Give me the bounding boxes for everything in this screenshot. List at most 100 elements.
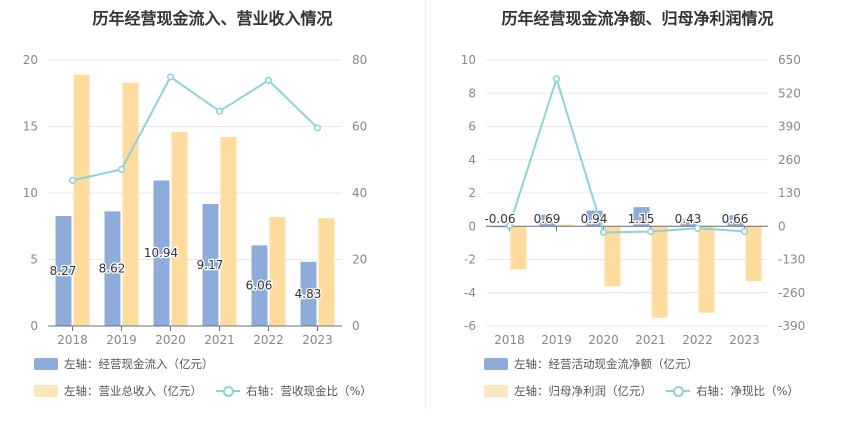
x-tick-label: 2019 bbox=[541, 333, 572, 347]
data-label: 6.06 bbox=[246, 279, 273, 293]
data-label: 8.27 bbox=[50, 264, 77, 278]
y-right-tick-label: -260 bbox=[778, 286, 805, 300]
legend-item-net-profit[interactable]: 左轴：归母净利润（亿元） bbox=[484, 383, 652, 399]
legend-label: 左轴：经营活动现金流净额（亿元） bbox=[514, 357, 698, 371]
legend-line-swatch bbox=[666, 385, 690, 397]
line-point bbox=[599, 228, 608, 236]
y-left-tick-label: -2 bbox=[464, 253, 476, 267]
chart-title: 历年经营现金流入、营业收入情况 bbox=[92, 9, 333, 28]
x-tick-label: 2020 bbox=[155, 333, 186, 347]
legend-label: 右轴：营收现金比（%） bbox=[246, 384, 372, 398]
bar bbox=[55, 216, 72, 326]
bar bbox=[153, 180, 170, 326]
line-point bbox=[646, 228, 655, 236]
series-line bbox=[508, 75, 745, 234]
y-left-tick-label: 5 bbox=[30, 253, 38, 267]
bar bbox=[220, 137, 237, 326]
x-tick-label: 2022 bbox=[682, 333, 713, 347]
y-left-tick-label: 20 bbox=[23, 53, 38, 67]
legend-item-revenue[interactable]: 左轴：营业总收入（亿元） bbox=[34, 383, 202, 399]
data-label: 9.17 bbox=[197, 258, 224, 272]
x-tick-label: 2022 bbox=[253, 333, 284, 347]
bar bbox=[171, 131, 188, 326]
panel-divider bbox=[425, 0, 426, 410]
line-point bbox=[117, 165, 126, 173]
y-right-tick-label: 650 bbox=[778, 53, 801, 67]
data-label: 10.94 bbox=[144, 246, 178, 260]
line-point bbox=[505, 222, 514, 230]
y-left-tick-label: -6 bbox=[464, 319, 476, 333]
y-left-tick-label: 10 bbox=[461, 53, 476, 67]
legend-swatch bbox=[484, 385, 508, 397]
x-tick-label: 2023 bbox=[302, 333, 333, 347]
x-tick-label: 2018 bbox=[494, 333, 525, 347]
bar bbox=[698, 226, 715, 313]
legend-swatch bbox=[484, 358, 508, 370]
legend-line-swatch bbox=[216, 385, 240, 397]
y-left-tick-label: 15 bbox=[23, 120, 38, 134]
line-point bbox=[166, 73, 175, 81]
legend-item-cash-ratio[interactable]: 右轴：营收现金比（%） bbox=[216, 383, 372, 399]
legend-row: 左轴：营业总收入（亿元） 右轴：营收现金比（%） bbox=[34, 383, 386, 399]
bar bbox=[604, 226, 621, 287]
data-label: 0.69 bbox=[534, 212, 561, 226]
bar bbox=[680, 219, 697, 227]
chart-title: 历年经营现金流净额、归母净利润情况 bbox=[501, 9, 774, 28]
legend-item-net-cash-ratio[interactable]: 右轴：净现比（%） bbox=[666, 383, 799, 399]
y-right-tick-label: 260 bbox=[778, 153, 801, 167]
y-right-tick-label: 390 bbox=[778, 120, 801, 134]
legend-row: 左轴：经营活动现金流净额（亿元） bbox=[484, 356, 712, 372]
legend-item-cash-inflow[interactable]: 左轴：经营现金流入（亿元） bbox=[34, 356, 214, 372]
y-left-tick-label: 6 bbox=[468, 120, 476, 134]
data-label: 1.15 bbox=[628, 212, 655, 226]
legend-label: 右轴：净现比（%） bbox=[696, 384, 799, 398]
y-right-tick-label: -390 bbox=[778, 319, 805, 333]
bar bbox=[318, 218, 335, 326]
y-left-tick-label: 10 bbox=[23, 186, 38, 200]
data-label: 0.94 bbox=[581, 212, 608, 226]
bar bbox=[633, 207, 650, 227]
y-right-tick-label: 60 bbox=[352, 120, 367, 134]
bar bbox=[251, 245, 268, 326]
left-chart-panel: 历年经营现金流入、营业收入情况 0 5 10 15 20 0 20 40 60 80 2018 201… bbox=[23, 9, 386, 399]
y-right-tick-label: 20 bbox=[352, 253, 367, 267]
legend-row: 左轴：归母净利润（亿元） 右轴：净现比（%） bbox=[484, 383, 813, 399]
bar bbox=[122, 82, 139, 326]
x-tick-label: 2021 bbox=[635, 333, 666, 347]
series-line bbox=[72, 75, 319, 182]
y-right-tick-label: 130 bbox=[778, 186, 801, 200]
legend-label: 左轴：归母净利润（亿元） bbox=[514, 384, 652, 398]
x-tick-label: 2023 bbox=[729, 333, 760, 347]
chart-right-svg: -6 -4 -2 0 2 4 6 8 10 -390 -260 -130 0 130 260 390 520 65… bbox=[461, 53, 806, 347]
line-point bbox=[313, 124, 322, 132]
legend-item-net-cash-flow[interactable]: 左轴：经营活动现金流净额（亿元） bbox=[484, 356, 698, 372]
right-chart-panel: 历年经营现金流净额、归母净利润情况 -6 -4 -2 0 2 4 6 8 10 -390 -260-… bbox=[425, 0, 850, 437]
y-right-tick-label: 0 bbox=[778, 219, 786, 233]
legend-row: 左轴：经营现金流入（亿元） bbox=[34, 356, 228, 372]
legend-swatch bbox=[34, 358, 58, 370]
bar bbox=[510, 226, 527, 270]
legend-swatch bbox=[34, 385, 58, 397]
line-point bbox=[264, 76, 273, 84]
line-point bbox=[215, 107, 224, 115]
x-tick-label: 2020 bbox=[588, 333, 619, 347]
y-right-tick-label: 80 bbox=[352, 53, 367, 67]
bar bbox=[727, 215, 744, 227]
bar bbox=[539, 214, 556, 227]
line-point bbox=[68, 176, 77, 184]
x-tick-label: 2019 bbox=[106, 333, 137, 347]
y-right-tick-label: -130 bbox=[778, 253, 805, 267]
y-right-tick-label: 40 bbox=[352, 186, 367, 200]
y-left-tick-label: 4 bbox=[468, 153, 476, 167]
bar bbox=[202, 204, 219, 326]
x-tick-label: 2018 bbox=[57, 333, 88, 347]
x-tick-label: 2021 bbox=[204, 333, 235, 347]
y-left-tick-label: 0 bbox=[30, 319, 38, 333]
legend-label: 左轴：营业总收入（亿元） bbox=[64, 384, 202, 398]
bar bbox=[104, 211, 121, 326]
line-point bbox=[552, 75, 561, 83]
data-label: 4.83 bbox=[295, 287, 322, 301]
y-left-tick-label: 8 bbox=[468, 86, 476, 100]
bar bbox=[745, 226, 762, 282]
bar bbox=[73, 74, 90, 326]
